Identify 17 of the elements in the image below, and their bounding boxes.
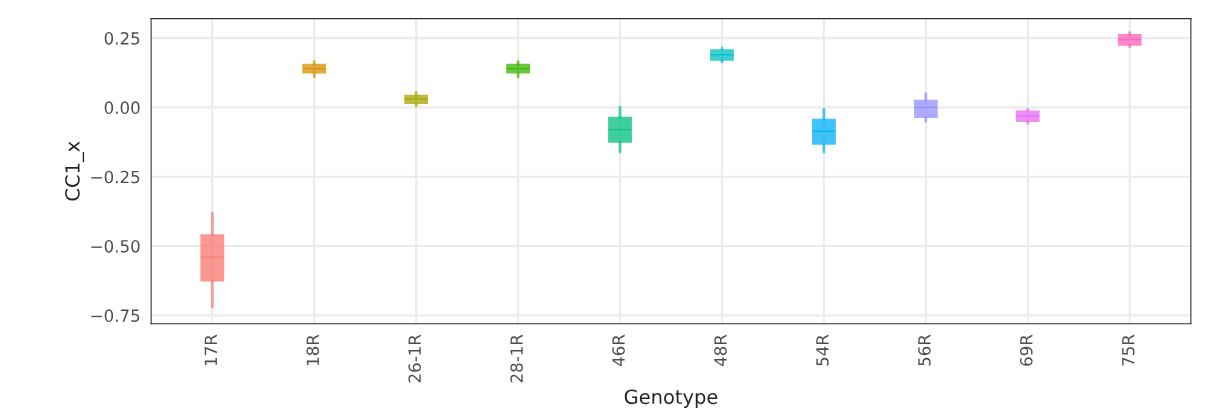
y-tick-label: −0.25	[91, 170, 140, 184]
y-tick-label: 0.00	[104, 101, 140, 114]
x-tick-label: 17R	[204, 334, 217, 366]
y-tick-label: −0.75	[91, 309, 140, 322]
x-axis-title: Genotype	[624, 389, 718, 408]
x-tick-label: 48R	[714, 334, 727, 367]
x-tick-label: 18R	[306, 334, 320, 366]
x-tick-label: 26-1R	[408, 334, 421, 383]
x-tick-label: 28-1R	[510, 334, 523, 383]
y-axis-title: CC1_x	[65, 141, 85, 201]
x-tick-label: 69R	[1020, 334, 1033, 366]
x-tick-label: 54R	[816, 334, 829, 366]
x-tick-label: 75R	[1122, 334, 1135, 366]
x-tick-label: 56R	[918, 334, 931, 366]
y-tick-label: 0.25	[104, 32, 140, 45]
x-tick-label: 46R	[612, 334, 625, 367]
y-tick-label: −0.50	[91, 240, 140, 253]
